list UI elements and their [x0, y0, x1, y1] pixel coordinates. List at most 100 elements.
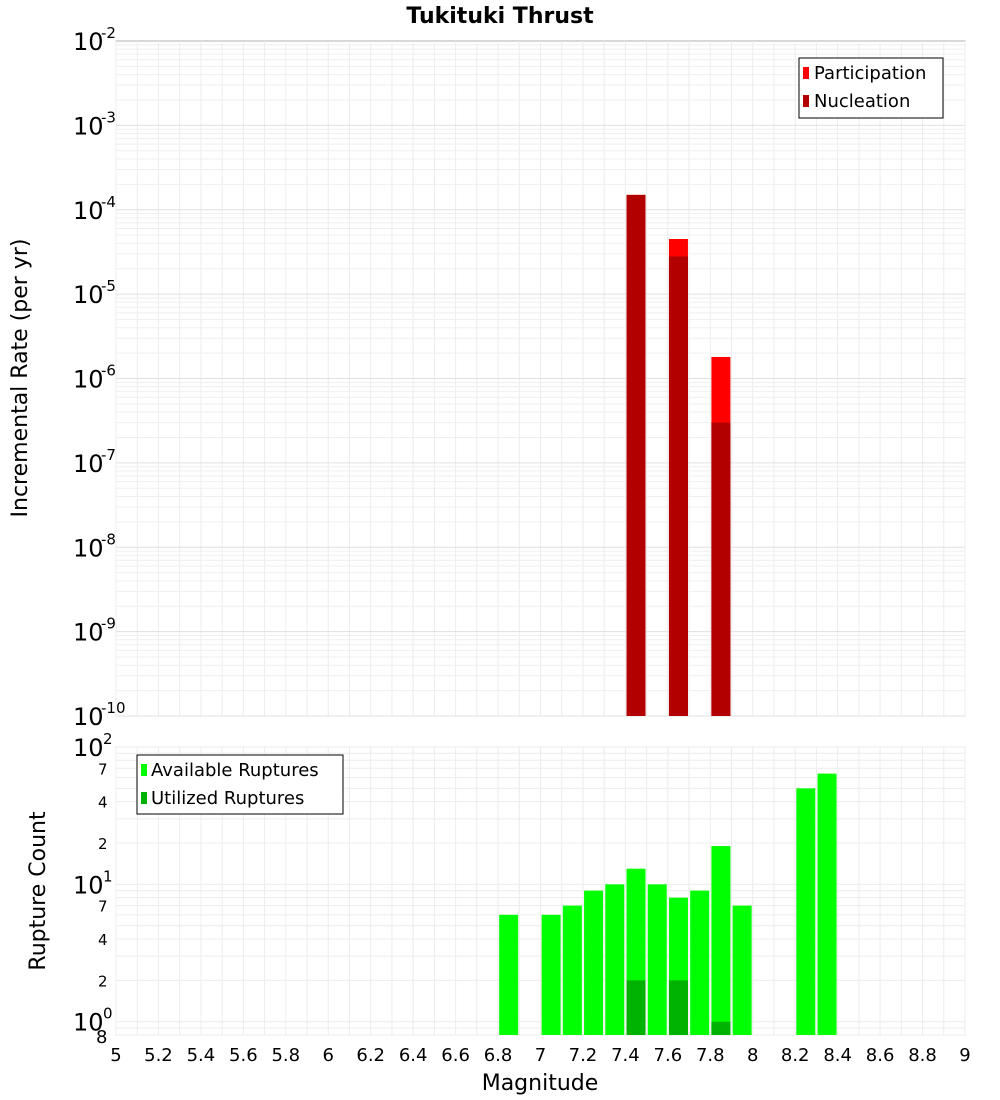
bottom-y-tick-exponent: 2	[103, 730, 113, 748]
top-y-tick-base: 10	[73, 197, 104, 225]
bottom-y-tick-power: 10 1	[73, 867, 113, 899]
x-tick-label: 7.8	[696, 1045, 725, 1066]
top-y-tick-label: 10-3	[73, 108, 116, 140]
legend-label-available: Available Ruptures	[151, 760, 319, 781]
top-y-tick-label: 10-8	[73, 530, 116, 562]
x-tick-label: 6.4	[399, 1045, 428, 1066]
bottom-y-tick-exponent: 1	[103, 867, 113, 885]
legend-swatch-available	[141, 764, 147, 776]
legend-swatch-participation	[803, 67, 809, 79]
available-ruptures-bar	[584, 890, 604, 1035]
top-y-tick-label: 10-4	[73, 193, 116, 225]
top-y-tick-exponent: -7	[101, 446, 116, 464]
x-tick-label: 7.6	[654, 1045, 683, 1066]
top-gridlines	[115, 41, 966, 717]
bottom-y-tick-label: 7	[98, 898, 108, 916]
x-tick-label: 5.6	[229, 1045, 258, 1066]
bottom-y-tick-power: 10 2	[73, 730, 113, 762]
utilized-ruptures-bar	[668, 980, 688, 1035]
x-tick-label: 6.2	[356, 1045, 385, 1066]
bottom-y-tick-label: 2	[98, 835, 108, 853]
top-y-tick-exponent: -8	[101, 530, 116, 548]
top-y-tick-base: 10	[73, 619, 104, 647]
x-tick-label: 5.4	[187, 1045, 216, 1066]
top-y-tick-label: 10-2	[73, 24, 116, 56]
x-tick-label: 8.2	[781, 1045, 810, 1066]
x-tick-label: 5.8	[271, 1045, 300, 1066]
legend-label-participation: Participation	[814, 63, 926, 84]
bottom-legend-box	[136, 754, 344, 815]
bottom-y-tick-label: 4	[98, 794, 108, 812]
top-y-tick-label: 10-6	[73, 362, 116, 394]
available-ruptures-bar	[562, 905, 582, 1035]
x-tick-label: 5.2	[144, 1045, 173, 1066]
bottom-y-tick-base: 10	[73, 1009, 104, 1037]
top-y-tick-exponent: -4	[101, 193, 116, 211]
top-y-tick-label: 10-5	[73, 277, 116, 309]
x-tick-label: 5	[110, 1045, 121, 1066]
bottom-y-axis-label: Rupture Count	[26, 811, 51, 971]
top-y-tick-base: 10	[73, 112, 104, 140]
top-y-tick-base: 10	[73, 703, 104, 731]
bottom-y-tick-base: 10	[73, 734, 104, 762]
available-ruptures-bar	[647, 884, 667, 1035]
bottom-y-tick-label: 7	[98, 760, 108, 778]
top-y-tick-base: 10	[73, 450, 104, 478]
top-y-tick-label: 10-7	[73, 446, 116, 478]
top-y-tick-base: 10	[73, 534, 104, 562]
legend-label-utilized: Utilized Ruptures	[151, 788, 304, 809]
top-y-tick-base: 10	[73, 366, 104, 394]
available-ruptures-bar	[711, 846, 731, 1035]
top-legend-box	[798, 57, 944, 119]
bottom-legend: Available Ruptures Utilized Ruptures	[136, 754, 344, 815]
top-y-tick-base: 10	[73, 281, 104, 309]
bottom-y-tick-label: 8	[96, 1027, 107, 1048]
top-bars	[626, 194, 731, 716]
nucleation-bar	[668, 256, 688, 716]
top-y-tick-exponent: -9	[101, 615, 116, 633]
available-ruptures-bar	[499, 914, 519, 1035]
nucleation-bar	[626, 194, 646, 716]
x-tick-label: 9	[959, 1045, 970, 1066]
available-ruptures-bar	[690, 890, 710, 1035]
bottom-y-tick-label: 2	[98, 972, 108, 990]
x-tick-label: 6.8	[484, 1045, 513, 1066]
top-y-tick-exponent: -3	[101, 108, 116, 126]
x-tick-label: 8.8	[908, 1045, 937, 1066]
legend-swatch-nucleation	[803, 95, 809, 107]
legend-label-nucleation: Nucleation	[814, 91, 910, 112]
available-ruptures-bar	[605, 884, 625, 1035]
bottom-y-tick-power: 10 0	[73, 1005, 113, 1037]
top-y-axis-label: Incremental Rate (per yr)	[8, 239, 33, 518]
available-ruptures-bar	[817, 773, 837, 1035]
top-y-tick-exponent: -2	[101, 24, 116, 42]
utilized-ruptures-bar	[626, 980, 646, 1035]
x-axis-label: Magnitude	[482, 1071, 599, 1096]
available-ruptures-bar	[796, 788, 816, 1035]
x-tick-label: 7	[535, 1045, 546, 1066]
top-y-tick-label: 10-10	[73, 699, 126, 731]
x-tick-label: 8.6	[866, 1045, 895, 1066]
bottom-y-tick-base: 10	[73, 871, 104, 899]
chart-title: Tukituki Thrust	[406, 4, 594, 29]
x-ticks: 5 5.2 5.4 5.6 5.8 6 6.2 6.4 6.6 6.8 7 7.2 7.4 7.6 7.8 8…	[110, 1045, 970, 1066]
x-tick-label: 8	[747, 1045, 758, 1066]
top-y-tick-label: 10-9	[73, 615, 116, 647]
x-tick-label: 7.4	[611, 1045, 640, 1066]
top-y-tick-exponent: -6	[101, 362, 116, 380]
bottom-bars	[499, 773, 837, 1035]
top-y-tick-exponent: -5	[101, 277, 116, 295]
available-ruptures-bar	[732, 905, 752, 1035]
top-y-tick-exponent: -10	[101, 699, 126, 717]
utilized-ruptures-bar	[711, 1021, 731, 1035]
legend-swatch-utilized	[141, 792, 147, 804]
nucleation-bar	[711, 422, 731, 716]
x-tick-label: 8.4	[823, 1045, 852, 1066]
available-ruptures-bar	[541, 914, 561, 1035]
top-y-tick-base: 10	[73, 28, 104, 56]
x-tick-label: 6	[323, 1045, 334, 1066]
top-legend: Participation Nucleation	[798, 57, 944, 119]
